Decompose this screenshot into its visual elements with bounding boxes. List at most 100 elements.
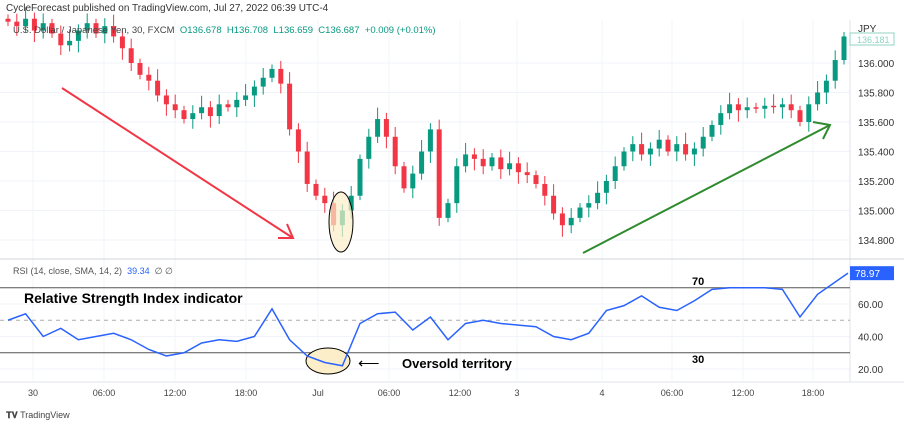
candle-body [190,113,196,120]
time-tick-label: 12:00 [732,388,755,398]
time-tick-label: 18:00 [802,388,825,398]
candle-body [251,86,257,96]
candle-body [735,104,741,111]
candle-body [445,203,451,218]
candle-body [647,148,653,155]
candle-body [515,163,521,173]
candle-body [788,104,794,111]
time-tick-label: 30 [28,388,38,398]
candle-body [612,166,618,181]
time-tick-label: 18:00 [235,388,258,398]
candle-body [287,83,293,130]
change-value: +0.009 (+0.01%) [364,25,436,36]
candle-body [577,207,583,218]
oversold-annotation: Oversold territory [402,356,513,371]
candle-body [806,104,812,122]
candle-body [102,26,108,34]
candle-body [463,154,469,167]
candle-body [313,183,319,196]
candle-body [225,104,231,108]
candle-body [471,154,477,159]
candle-body [542,183,548,196]
candle-body [568,217,574,226]
price-tick-label: 135.400 [858,148,895,159]
tradingview-logo[interactable]: 𝐓𝐕 TradingView [6,410,70,421]
candle-body [392,136,398,167]
rsi-legend[interactable]: RSI (14, close, SMA, 14, 2) 39.34 ∅ ∅ [13,266,173,277]
open-value: O136.678 [179,25,222,36]
red-downtrend-arrow [61,87,294,239]
rsi-tick-label: 20.00 [858,365,883,376]
candle-body [207,107,213,117]
candle-body [234,99,240,108]
candle-body [199,107,205,114]
high-value: H136.708 [226,25,269,36]
candle-body [427,129,433,152]
candle-body [23,18,29,27]
candle-body [146,74,152,81]
arrow-left-icon: ⟵ [358,355,380,372]
candle-body [779,104,785,108]
candle-body [797,110,803,122]
rsi-title-annotation: Relative Strength Index indicator [24,290,243,306]
rsi-last-value-label: 78.97 [855,269,880,280]
candle-body [84,23,90,31]
red-arrowhead-icon [278,223,295,239]
candle-body [128,48,134,63]
candle-body [67,40,73,46]
rsi-tick-label: 60.00 [858,300,883,311]
candle-body [533,175,539,184]
candle-body [119,36,125,49]
candle-body [243,95,249,100]
candle-body [603,181,609,193]
symbol-name: U.S. Dollar / Japanese Yen, 30, FXCM [13,25,175,36]
candle-body [841,36,847,61]
candle-body [727,104,733,114]
candle-body [357,158,363,196]
candle-body [709,124,715,137]
candle-body [559,213,565,226]
price-tick-label: 135.200 [858,177,895,188]
candle-body [771,105,777,108]
symbol-legend[interactable]: U.S. Dollar / Japanese Yen, 30, FXCM O13… [13,25,436,36]
publish-header: CycleForecast published on TradingView.c… [6,3,329,14]
candle-body [744,107,750,111]
time-tick-label: 3 [514,388,519,398]
candle-body [278,68,284,84]
price-tick-label: 135.800 [858,89,895,100]
candle-body [639,144,645,155]
candle-body [172,104,178,111]
candle-body [621,151,627,167]
candle-body [683,144,689,155]
candle-body [551,195,557,214]
candle-body [216,104,222,117]
candle-body [40,23,46,31]
time-tick-label: 06:00 [93,388,116,398]
rsi-level-label: 30 [692,354,704,366]
candle-body [656,139,662,149]
candle-body [823,80,829,93]
candle-body [322,195,328,204]
candle-body [586,203,592,208]
candle-body [5,18,11,22]
candle-body [419,151,425,174]
rsi-level-label: 70 [692,276,704,288]
candle-body [674,144,680,152]
candle-body [111,26,117,37]
candle-body [489,157,495,167]
low-value: L136.659 [273,25,313,36]
tv-logo-icon: 𝐓𝐕 [6,410,18,420]
rsi-extra: ∅ ∅ [154,266,173,276]
last-price-label: 136.181 [857,35,890,45]
candle-body [480,158,486,167]
rsi-highlight-ellipse [305,347,351,375]
candle-body [665,139,671,152]
candle-body [691,148,697,155]
candle-body [155,80,161,96]
candle-body [498,157,504,170]
candle-body [295,129,301,152]
rsi-label: RSI (14, close, SMA, 14, 2) [13,266,123,276]
price-highlight-ellipse [328,191,354,253]
last-price-box [849,32,895,46]
